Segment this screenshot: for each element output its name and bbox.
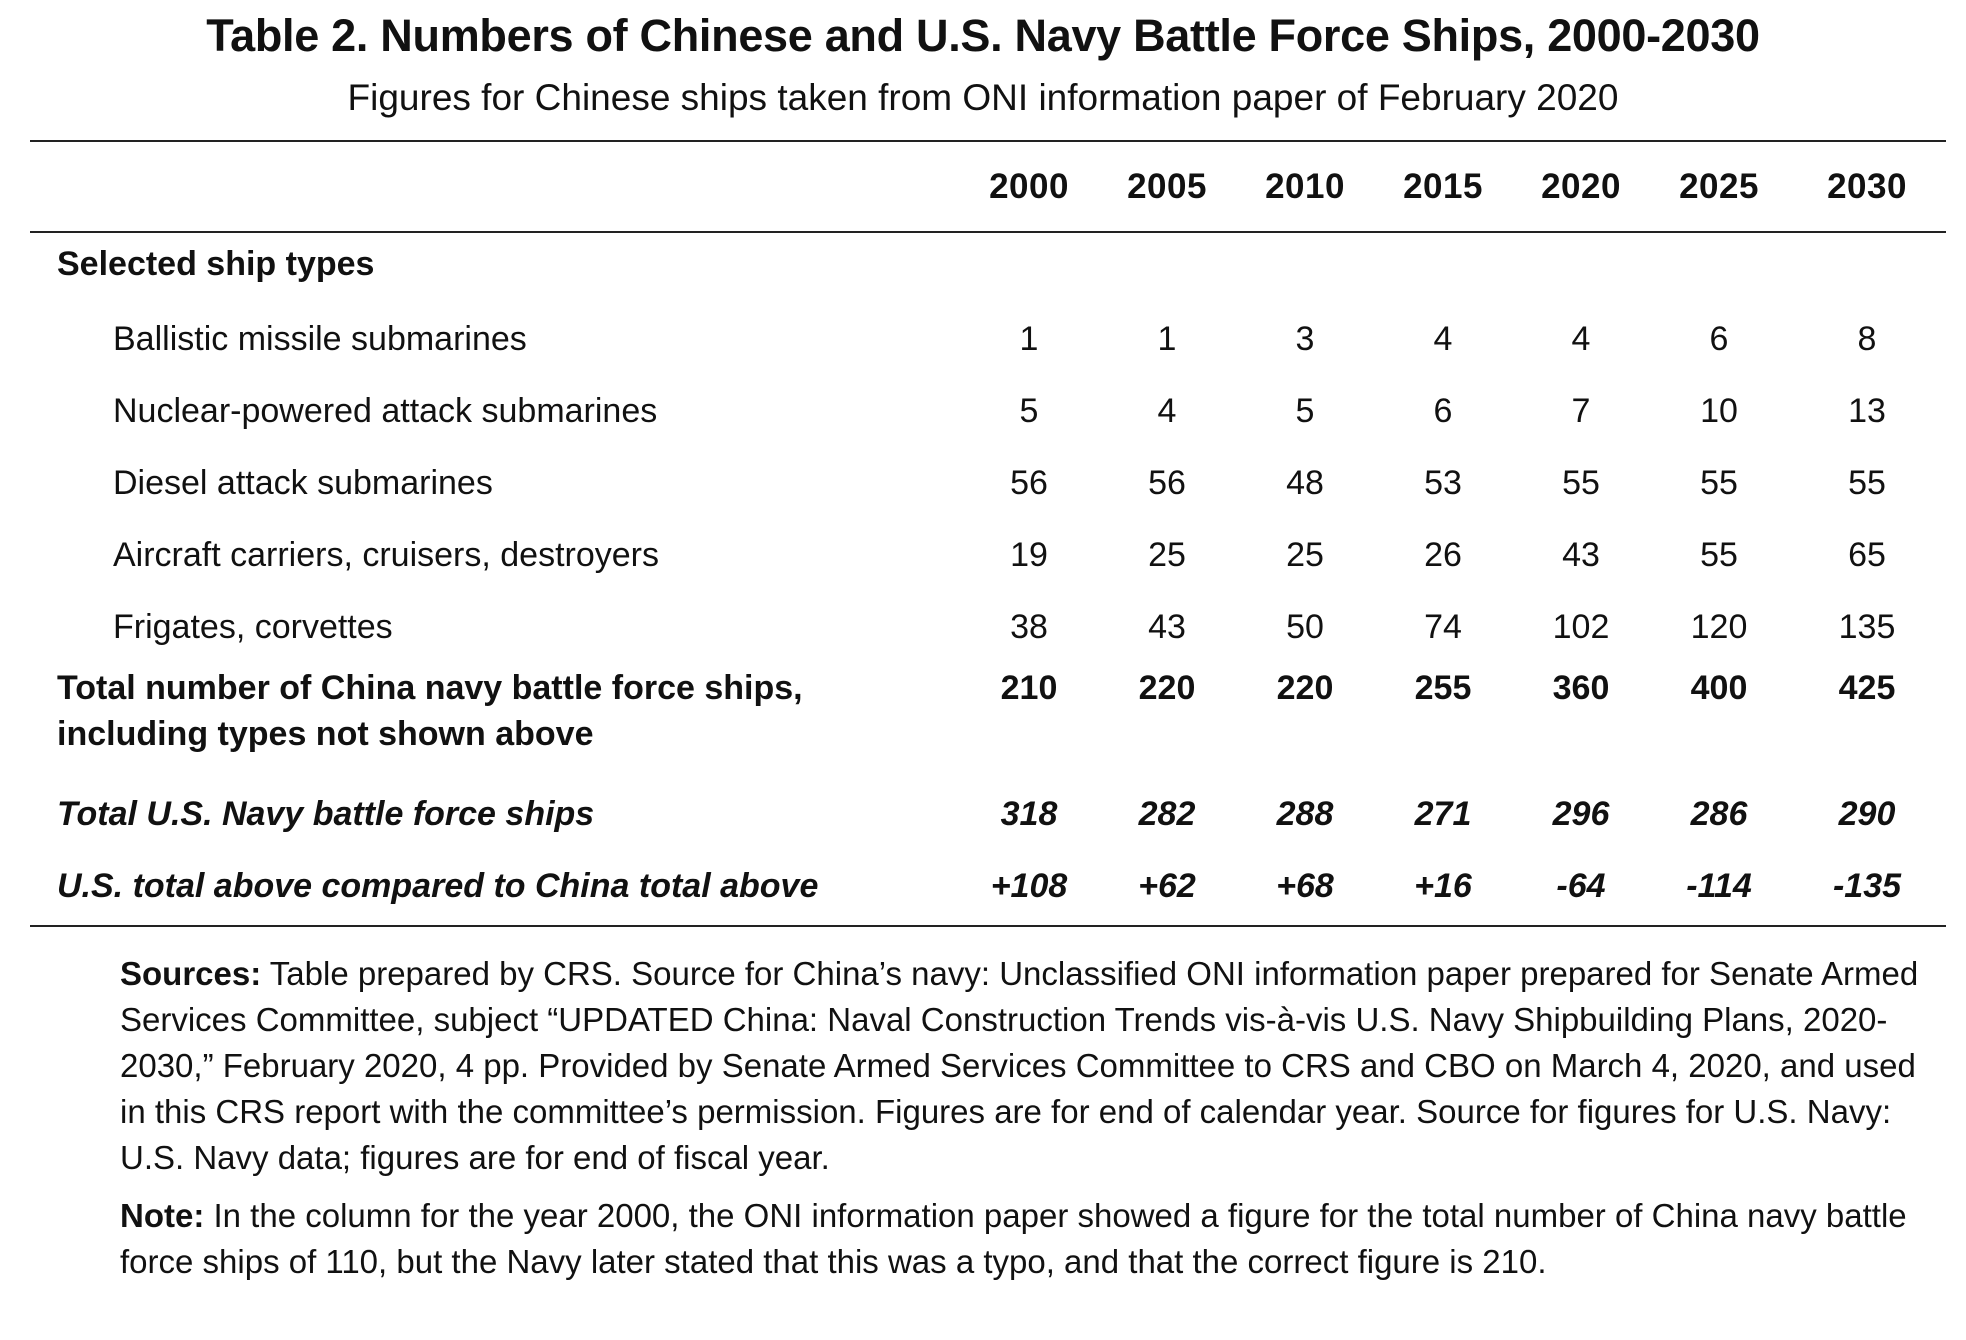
table-cell: 296 xyxy=(1552,795,1610,833)
header-rule xyxy=(30,231,1946,233)
note-label: Note: xyxy=(120,1197,205,1234)
year-header: 2015 xyxy=(1403,167,1483,206)
table-row: Nuclear-powered attack submarines 5 4 5 … xyxy=(30,375,1946,447)
table-cell: 282 xyxy=(1138,795,1196,833)
sources-paragraph: Sources: Table prepared by CRS. Source f… xyxy=(120,951,1935,1181)
table-cell: 38 xyxy=(1010,608,1048,646)
note-paragraph: Note: In the column for the year 2000, t… xyxy=(120,1193,1935,1285)
table-cell: +108 xyxy=(990,867,1068,905)
table-cell: 55 xyxy=(1562,464,1600,502)
table-cell: 5 xyxy=(1295,392,1315,430)
table-cell: 102 xyxy=(1552,608,1610,646)
year-header: 2000 xyxy=(989,167,1069,206)
table-notes: Sources: Table prepared by CRS. Source f… xyxy=(120,951,1935,1297)
sources-text: Table prepared by CRS. Source for China’… xyxy=(120,955,1919,1176)
row-label: Frigates, corvettes xyxy=(113,608,393,646)
table-row: Aircraft carriers, cruisers, destroyers … xyxy=(30,519,1946,591)
table-cell: 271 xyxy=(1414,795,1472,833)
china-total-row: Total number of China navy battle force … xyxy=(30,663,1946,781)
year-header-row: 2000 2005 2010 2015 2020 2025 2030 xyxy=(30,142,1946,231)
table-cell: 425 xyxy=(1838,669,1896,707)
table-cell: 48 xyxy=(1286,464,1324,502)
table-cell: 25 xyxy=(1148,536,1186,574)
year-header: 2025 xyxy=(1679,167,1759,206)
row-label-line: including types not shown above xyxy=(57,715,594,753)
table-cell: 6 xyxy=(1433,392,1453,430)
table-cell: 26 xyxy=(1424,536,1462,574)
top-rule xyxy=(30,140,1946,142)
table-cell: 4 xyxy=(1157,392,1177,430)
table-cell: 50 xyxy=(1286,608,1324,646)
table-cell: 19 xyxy=(1010,536,1048,574)
table-cell: 13 xyxy=(1848,392,1886,430)
row-label: Total U.S. Navy battle force ships xyxy=(57,795,595,833)
table-cell: 4 xyxy=(1571,320,1591,358)
year-header: 2005 xyxy=(1127,167,1207,206)
row-label: U.S. total above compared to China total… xyxy=(57,867,819,905)
table-cell: 25 xyxy=(1286,536,1324,574)
table-cell: 4 xyxy=(1433,320,1453,358)
us-total-row: Total U.S. Navy battle force ships 318 2… xyxy=(30,781,1946,853)
table-cell: 7 xyxy=(1571,392,1591,430)
year-header: 2030 xyxy=(1827,167,1907,206)
table-cell: 65 xyxy=(1848,536,1886,574)
table-cell: 6 xyxy=(1709,320,1729,358)
row-label: Nuclear-powered attack submarines xyxy=(113,392,658,430)
table-cell: -114 xyxy=(1686,867,1752,905)
ship-count-table: 2000 2005 2010 2015 2020 2025 2030 Selec… xyxy=(30,142,1946,925)
table-cell: 5 xyxy=(1019,392,1039,430)
section-label: Selected ship types xyxy=(57,245,375,283)
difference-row: U.S. total above compared to China total… xyxy=(30,853,1946,925)
year-header: 2010 xyxy=(1265,167,1345,206)
table-cell: 74 xyxy=(1424,608,1462,646)
table-cell: 10 xyxy=(1700,392,1738,430)
row-label: Aircraft carriers, cruisers, destroyers xyxy=(113,536,659,574)
table-row: Diesel attack submarines 56 56 48 53 55 … xyxy=(30,447,1946,519)
row-label: Diesel attack submarines xyxy=(113,464,493,502)
note-text: In the column for the year 2000, the ONI… xyxy=(120,1197,1907,1280)
table-cell: 360 xyxy=(1552,669,1610,707)
table-cell: 286 xyxy=(1690,795,1748,833)
row-label-line: Total number of China navy battle force … xyxy=(57,669,803,707)
table-cell: 400 xyxy=(1690,669,1748,707)
table-cell: 1 xyxy=(1019,320,1039,358)
table-cell: +16 xyxy=(1414,867,1472,905)
row-label: Ballistic missile submarines xyxy=(113,320,527,358)
table-cell: 288 xyxy=(1276,795,1334,833)
table-cell: 220 xyxy=(1138,669,1196,707)
table-cell: 55 xyxy=(1848,464,1886,502)
section-header-row: Selected ship types xyxy=(30,231,1946,303)
table-subtitle: Figures for Chinese ships taken from ONI… xyxy=(347,77,1619,118)
table-row: Ballistic missile submarines 1 1 3 4 4 6… xyxy=(30,303,1946,375)
table-cell: 135 xyxy=(1838,608,1896,646)
table-cell: +62 xyxy=(1138,867,1196,905)
table-cell: 56 xyxy=(1010,464,1048,502)
table-title: Table 2. Numbers of Chinese and U.S. Nav… xyxy=(206,10,1760,61)
bottom-rule xyxy=(30,925,1946,927)
table-cell: 43 xyxy=(1148,608,1186,646)
row-label: Total number of China navy battle force … xyxy=(30,663,960,781)
table-row: Frigates, corvettes 38 43 50 74 102 120 … xyxy=(30,591,1946,663)
table-cell: 55 xyxy=(1700,464,1738,502)
table-cell: 3 xyxy=(1295,320,1315,358)
table-cell: 120 xyxy=(1690,608,1748,646)
year-header: 2020 xyxy=(1541,167,1621,206)
table-cell: 210 xyxy=(1000,669,1058,707)
table-cell: 290 xyxy=(1838,795,1896,833)
table-cell: 318 xyxy=(1000,795,1058,833)
table-cell: -135 xyxy=(1832,867,1902,905)
table-cell: +68 xyxy=(1276,867,1334,905)
table-cell: 55 xyxy=(1700,536,1738,574)
table-cell: 220 xyxy=(1276,669,1334,707)
table-cell: -64 xyxy=(1556,867,1606,905)
table-cell: 8 xyxy=(1857,320,1877,358)
sources-label: Sources: xyxy=(120,955,262,992)
table-cell: 53 xyxy=(1424,464,1462,502)
header-label-cell xyxy=(30,142,960,231)
table-cell: 1 xyxy=(1157,320,1177,358)
table-cell: 43 xyxy=(1562,536,1600,574)
table-cell: 56 xyxy=(1148,464,1186,502)
table-cell: 255 xyxy=(1414,669,1472,707)
